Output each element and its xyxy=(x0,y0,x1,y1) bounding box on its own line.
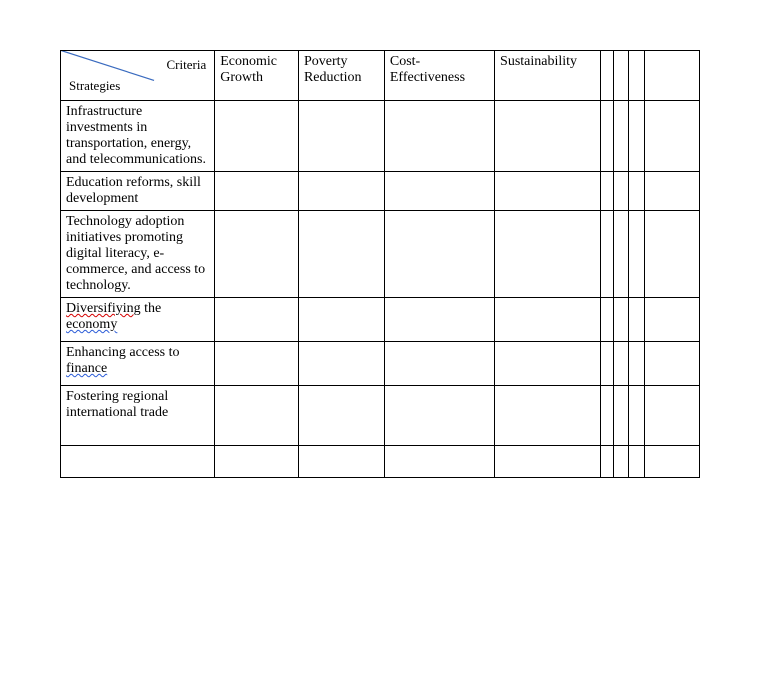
empty-cell xyxy=(298,172,384,211)
header-row: Criteria Strategies Economic Growth Pove… xyxy=(61,51,700,101)
strategy-label-cell: Education reforms, skill development xyxy=(61,172,215,211)
label-text: Technology adoption initiatives promotin… xyxy=(66,214,205,293)
strategy-label-cell: Fostering regional international trade xyxy=(61,386,215,446)
column-header: Sustainability xyxy=(495,51,601,101)
empty-cell xyxy=(215,446,299,478)
label-text: Infrastructure investments in transporta… xyxy=(66,104,206,167)
table-row: Infrastructure investments in transporta… xyxy=(61,101,700,172)
column-header: Economic Growth xyxy=(215,51,299,101)
empty-cell xyxy=(600,446,613,478)
criteria-strategies-table: Criteria Strategies Economic Growth Pove… xyxy=(60,50,700,478)
empty-cell xyxy=(384,101,494,172)
empty-header xyxy=(644,51,699,101)
empty-cell xyxy=(614,386,629,446)
strategy-label-cell: Technology adoption initiatives promotin… xyxy=(61,211,215,298)
empty-cell xyxy=(215,386,299,446)
criteria-label: Criteria xyxy=(167,57,207,73)
empty-cell xyxy=(384,446,494,478)
empty-cell xyxy=(495,101,601,172)
empty-cell xyxy=(600,342,613,386)
table-row: Education reforms, skill development xyxy=(61,172,700,211)
column-header: Poverty Reduction xyxy=(298,51,384,101)
empty-cell xyxy=(215,298,299,342)
empty-header xyxy=(629,51,644,101)
empty-cell xyxy=(644,172,699,211)
empty-cell xyxy=(614,446,629,478)
empty-cell xyxy=(629,101,644,172)
empty-cell xyxy=(298,446,384,478)
empty-cell xyxy=(495,211,601,298)
empty-cell xyxy=(600,386,613,446)
label-text: Education reforms, skill development xyxy=(66,175,201,206)
table-body: Infrastructure investments in transporta… xyxy=(61,101,700,478)
empty-cell xyxy=(384,386,494,446)
empty-cell xyxy=(629,172,644,211)
empty-cell xyxy=(600,211,613,298)
label-text: finance xyxy=(66,361,107,376)
empty-cell xyxy=(644,101,699,172)
strategy-label-cell xyxy=(61,446,215,478)
empty-cell xyxy=(629,298,644,342)
column-header: Cost-Effectiveness xyxy=(384,51,494,101)
empty-cell xyxy=(215,211,299,298)
label-text: Diversifiying xyxy=(66,301,141,316)
empty-cell xyxy=(614,342,629,386)
diagonal-header-cell: Criteria Strategies xyxy=(61,51,215,101)
empty-cell xyxy=(600,172,613,211)
empty-cell xyxy=(644,386,699,446)
empty-cell xyxy=(215,101,299,172)
empty-cell xyxy=(384,342,494,386)
empty-cell xyxy=(629,342,644,386)
empty-cell xyxy=(644,342,699,386)
strategy-label-cell: Diversifiying the economy xyxy=(61,298,215,342)
empty-cell xyxy=(495,386,601,446)
empty-cell xyxy=(495,298,601,342)
empty-cell xyxy=(215,342,299,386)
empty-cell xyxy=(600,101,613,172)
label-text: the xyxy=(141,301,162,316)
empty-header xyxy=(614,51,629,101)
strategy-label-cell: Enhancing access to finance xyxy=(61,342,215,386)
empty-cell xyxy=(298,211,384,298)
empty-cell xyxy=(644,298,699,342)
empty-cell xyxy=(495,342,601,386)
empty-cell xyxy=(644,211,699,298)
empty-cell xyxy=(629,211,644,298)
empty-cell xyxy=(629,386,644,446)
empty-cell xyxy=(298,298,384,342)
empty-cell xyxy=(644,446,699,478)
strategy-label-cell: Infrastructure investments in transporta… xyxy=(61,101,215,172)
empty-cell xyxy=(298,386,384,446)
table-row: Fostering regional international trade xyxy=(61,386,700,446)
empty-cell xyxy=(614,101,629,172)
empty-cell xyxy=(600,298,613,342)
empty-cell xyxy=(495,172,601,211)
label-text: Enhancing access to xyxy=(66,345,180,360)
empty-cell xyxy=(629,446,644,478)
empty-cell xyxy=(384,172,494,211)
label-text: Fostering regional international trade xyxy=(66,389,168,420)
empty-cell xyxy=(614,172,629,211)
empty-cell xyxy=(298,342,384,386)
empty-cell xyxy=(215,172,299,211)
strategies-label: Strategies xyxy=(69,78,120,94)
empty-cell xyxy=(298,101,384,172)
empty-cell xyxy=(614,298,629,342)
empty-cell xyxy=(384,211,494,298)
table-row: Enhancing access to finance xyxy=(61,342,700,386)
empty-cell xyxy=(614,211,629,298)
table-row: Technology adoption initiatives promotin… xyxy=(61,211,700,298)
empty-cell xyxy=(495,446,601,478)
label-text: economy xyxy=(66,317,117,332)
empty-cell xyxy=(384,298,494,342)
table-row xyxy=(61,446,700,478)
table-row: Diversifiying the economy xyxy=(61,298,700,342)
empty-header xyxy=(600,51,613,101)
